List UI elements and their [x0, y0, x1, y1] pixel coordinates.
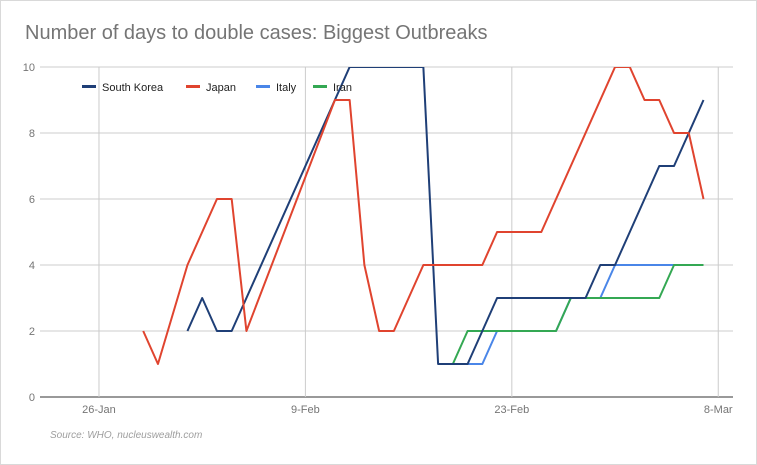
legend-swatch-south-korea: [82, 85, 96, 88]
y-tick-label: 0: [29, 392, 35, 404]
x-tick-label: 23-Feb: [494, 404, 529, 416]
legend-swatch-iran: [313, 85, 327, 88]
legend-swatch-japan: [186, 85, 200, 88]
x-tick-label: 9-Feb: [291, 404, 320, 416]
x-axis-ticks: 26-Jan 9-Feb 23-Feb 8-Mar: [82, 404, 733, 416]
y-axis-ticks: 0 2 4 6 8 10: [23, 62, 35, 404]
chart-title: Number of days to double cases: Biggest …: [25, 22, 488, 44]
source-note: Source: WHO, nucleuswealth.com: [50, 430, 203, 441]
legend: South Korea Japan Italy Iran: [82, 82, 352, 94]
y-tick-label: 10: [23, 62, 35, 74]
grid-lines: [40, 66, 733, 398]
series-lines: [142, 67, 705, 365]
legend-label-italy: Italy: [276, 82, 297, 94]
legend-label-japan: Japan: [206, 82, 236, 94]
legend-label-south-korea: South Korea: [102, 82, 164, 94]
y-tick-label: 2: [29, 326, 35, 338]
series-line-italy: [438, 264, 704, 365]
x-tick-label: 26-Jan: [82, 404, 116, 416]
y-tick-label: 8: [29, 128, 35, 140]
series-line-south-korea: [186, 67, 705, 365]
legend-label-iran: Iran: [333, 82, 352, 94]
series-line-japan: [142, 67, 705, 365]
legend-swatch-italy: [256, 85, 270, 88]
y-tick-label: 4: [29, 260, 35, 272]
series-line-iran: [438, 264, 704, 365]
x-tick-label: 8-Mar: [704, 404, 733, 416]
y-tick-label: 6: [29, 194, 35, 206]
